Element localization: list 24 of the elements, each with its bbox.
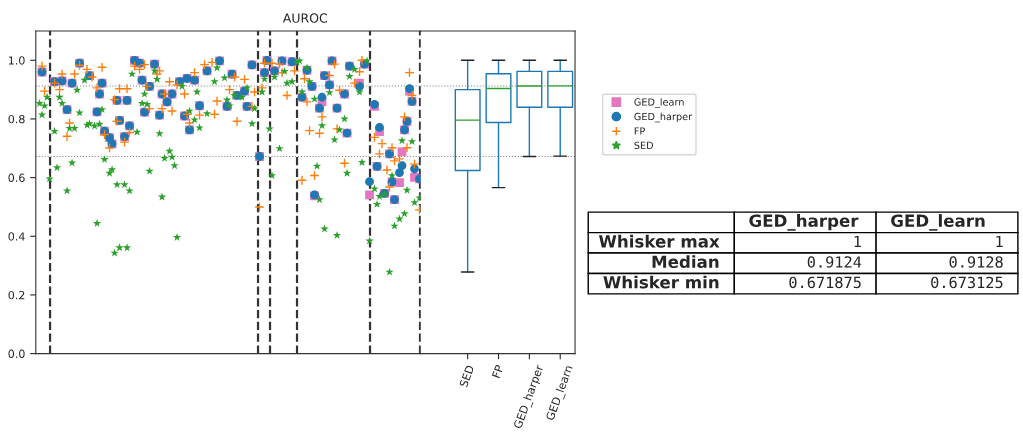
y-tick-label: 0.2 xyxy=(8,290,25,300)
category-label: GED_harper xyxy=(749,214,859,231)
category-label: Whisker min xyxy=(603,275,719,289)
y-tick-label: 0.4 xyxy=(8,232,25,241)
text: 0.673125 xyxy=(931,276,1003,289)
x-tick-label: SED xyxy=(459,364,475,388)
legend-label: SED xyxy=(634,141,654,150)
category-label: Whisker max xyxy=(598,234,720,248)
text: 0.9128 xyxy=(949,256,1003,268)
category-label: Median xyxy=(652,255,719,269)
legend-label: GED_harper xyxy=(634,112,693,123)
y-tick-label: 0.8 xyxy=(8,114,25,124)
text: 1 xyxy=(854,235,861,248)
y-tick-label: 1.0 xyxy=(8,56,25,65)
chart-title: AUROC xyxy=(282,13,328,23)
y-tick-label: 0.6 xyxy=(8,173,25,182)
y-tick-label: 0.0 xyxy=(8,349,25,358)
legend-label: FP xyxy=(634,127,645,135)
text: 1 xyxy=(996,235,1003,248)
x-tick-label: FP xyxy=(491,364,504,379)
text: 0.671875 xyxy=(789,276,861,289)
text: 0.9124 xyxy=(807,256,862,268)
legend-label: GED_learn xyxy=(634,98,684,108)
category-label: GED_learn xyxy=(891,214,985,231)
